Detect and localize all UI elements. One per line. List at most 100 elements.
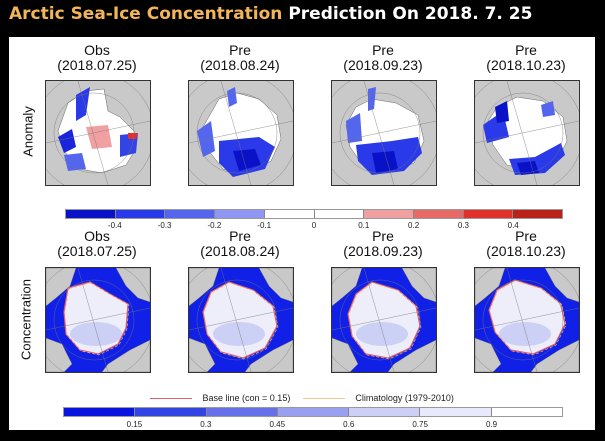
panel-date: (2018.09.23): [343, 243, 423, 259]
anomaly-map-4: [474, 80, 580, 186]
panel-label: Pre: [229, 42, 251, 58]
colorbar-segment: [513, 210, 563, 218]
land-region: [475, 268, 579, 372]
latitude-circle: [339, 279, 421, 361]
anomaly-region: [233, 149, 261, 171]
land-region: [332, 268, 436, 372]
panel-date: (2018.08.24): [200, 243, 280, 259]
anomaly-region: [76, 87, 90, 121]
meridian-line: [475, 307, 579, 331]
colorbar-segment: [277, 408, 350, 416]
anomaly-panel-title-1: Obs (2018.07.25): [27, 43, 167, 73]
page-title: Arctic Sea-Ice Concentration Prediction …: [9, 4, 532, 24]
anomaly-region: [372, 151, 398, 173]
concentration-map-3: [331, 267, 437, 373]
legend: Base line (con = 0.15) Climatology (1979…: [140, 393, 454, 405]
anomaly-region: [495, 101, 509, 123]
anomaly-colorbar: [65, 209, 563, 219]
concentration-panel-title-2: Pre (2018.08.24): [170, 229, 310, 259]
panel-label: Obs: [84, 42, 110, 58]
colorbar-segment: [64, 408, 136, 416]
colorbar-tick-label: 0.75: [412, 420, 428, 429]
concentration-map-1: [45, 267, 151, 373]
colorbar-segment: [420, 408, 492, 416]
colorbar-segment: [413, 210, 464, 218]
concentration-panel-title-1: Obs (2018.07.25): [27, 229, 167, 259]
anomaly-panel-title-4: Pre (2018.10.23): [456, 43, 596, 73]
meridian-line: [475, 120, 579, 144]
ice-low-concentration: [70, 322, 122, 346]
anomaly-region: [58, 129, 76, 153]
colorbar-segment: [264, 210, 315, 218]
colorbar-tick-label: 0: [311, 221, 317, 230]
colorbar-tick-label: 0.4: [507, 221, 519, 230]
ice-low-concentration: [356, 322, 408, 346]
panel-label: Pre: [515, 228, 537, 244]
colorbar-segment: [491, 408, 562, 416]
colorbar-tick-label: -0.4: [107, 221, 122, 230]
meridian-line: [332, 120, 436, 144]
colorbar-tick-label: 0.15: [126, 420, 143, 429]
legend-climatology-swatch: [302, 398, 345, 400]
concentration-map-2: [188, 267, 294, 373]
concentration-map-4: [474, 267, 580, 373]
latitude-circle: [339, 92, 421, 174]
panel-label: Obs: [84, 228, 110, 244]
panel-date: (2018.10.23): [486, 57, 566, 73]
map-canvas: [475, 268, 579, 372]
panel-date: (2018.07.25): [57, 57, 137, 73]
latitude-circle: [482, 279, 564, 361]
map-canvas: [46, 81, 150, 185]
latitude-circle: [53, 92, 135, 174]
title-highlight: Arctic Sea-Ice Concentration: [9, 4, 283, 24]
anomaly-panel-title-2: Pre (2018.08.24): [170, 43, 310, 73]
concentration-panel-title-3: Pre (2018.09.23): [313, 229, 453, 259]
colorbar-segment: [463, 210, 514, 218]
legend-baseline-swatch: [150, 398, 192, 400]
colorbar-segment: [206, 408, 278, 416]
map-canvas: [189, 81, 293, 185]
title-rest: Prediction On 2018. 7. 25: [288, 4, 533, 24]
panel-date: (2018.10.23): [486, 243, 566, 259]
anomaly-map-2: [188, 80, 294, 186]
panel-label: Pre: [372, 228, 394, 244]
climatology-line: [203, 282, 279, 360]
colorbar-tick-label: -0.3: [157, 221, 172, 230]
colorbar-segment: [165, 210, 216, 218]
colorbar-tick-label: 0.45: [269, 420, 286, 429]
legend-baseline-label: Base line (con = 0.15): [202, 393, 291, 403]
meridian-line: [189, 307, 293, 331]
climatology-line: [489, 280, 567, 356]
latitude-circle: [482, 92, 564, 174]
colorbar-segment: [215, 210, 265, 218]
concentration-panel-title-4: Pre (2018.10.23): [456, 229, 596, 259]
colorbar-segment: [364, 210, 414, 218]
anomaly-region: [346, 113, 362, 143]
anomaly-region: [227, 87, 237, 107]
anomaly-map-3: [331, 80, 437, 186]
colorbar-tick-label: 0.9: [486, 420, 498, 429]
meridian-line: [332, 307, 436, 331]
colorbar-tick-label: 0.2: [408, 221, 420, 230]
colorbar-tick-label: 0.3: [457, 221, 469, 230]
meridian-line: [46, 307, 150, 331]
meridian-line: [189, 120, 293, 144]
colorbar-tick-label: -0.1: [257, 221, 272, 230]
anomaly-region: [64, 153, 86, 171]
anomaly-region: [197, 121, 215, 157]
legend-climatology-label: Climatology (1979-2010): [355, 393, 454, 403]
row-label-concentration: Concentration: [18, 279, 34, 360]
colorbar-segment: [314, 210, 365, 218]
colorbar-tick-label: 0.6: [343, 420, 355, 429]
latitude-circle: [53, 279, 135, 361]
colorbar-segment: [135, 408, 207, 416]
land-region: [189, 268, 293, 372]
meridian-line: [46, 120, 150, 144]
ice-low-concentration: [499, 322, 551, 346]
ice-low-concentration: [213, 322, 265, 346]
anomaly-panel-title-3: Pre (2018.09.23): [313, 43, 453, 73]
panel-label: Pre: [229, 228, 251, 244]
map-canvas: [46, 268, 150, 372]
latitude-circle: [196, 92, 278, 174]
colorbar-segment: [66, 210, 116, 218]
